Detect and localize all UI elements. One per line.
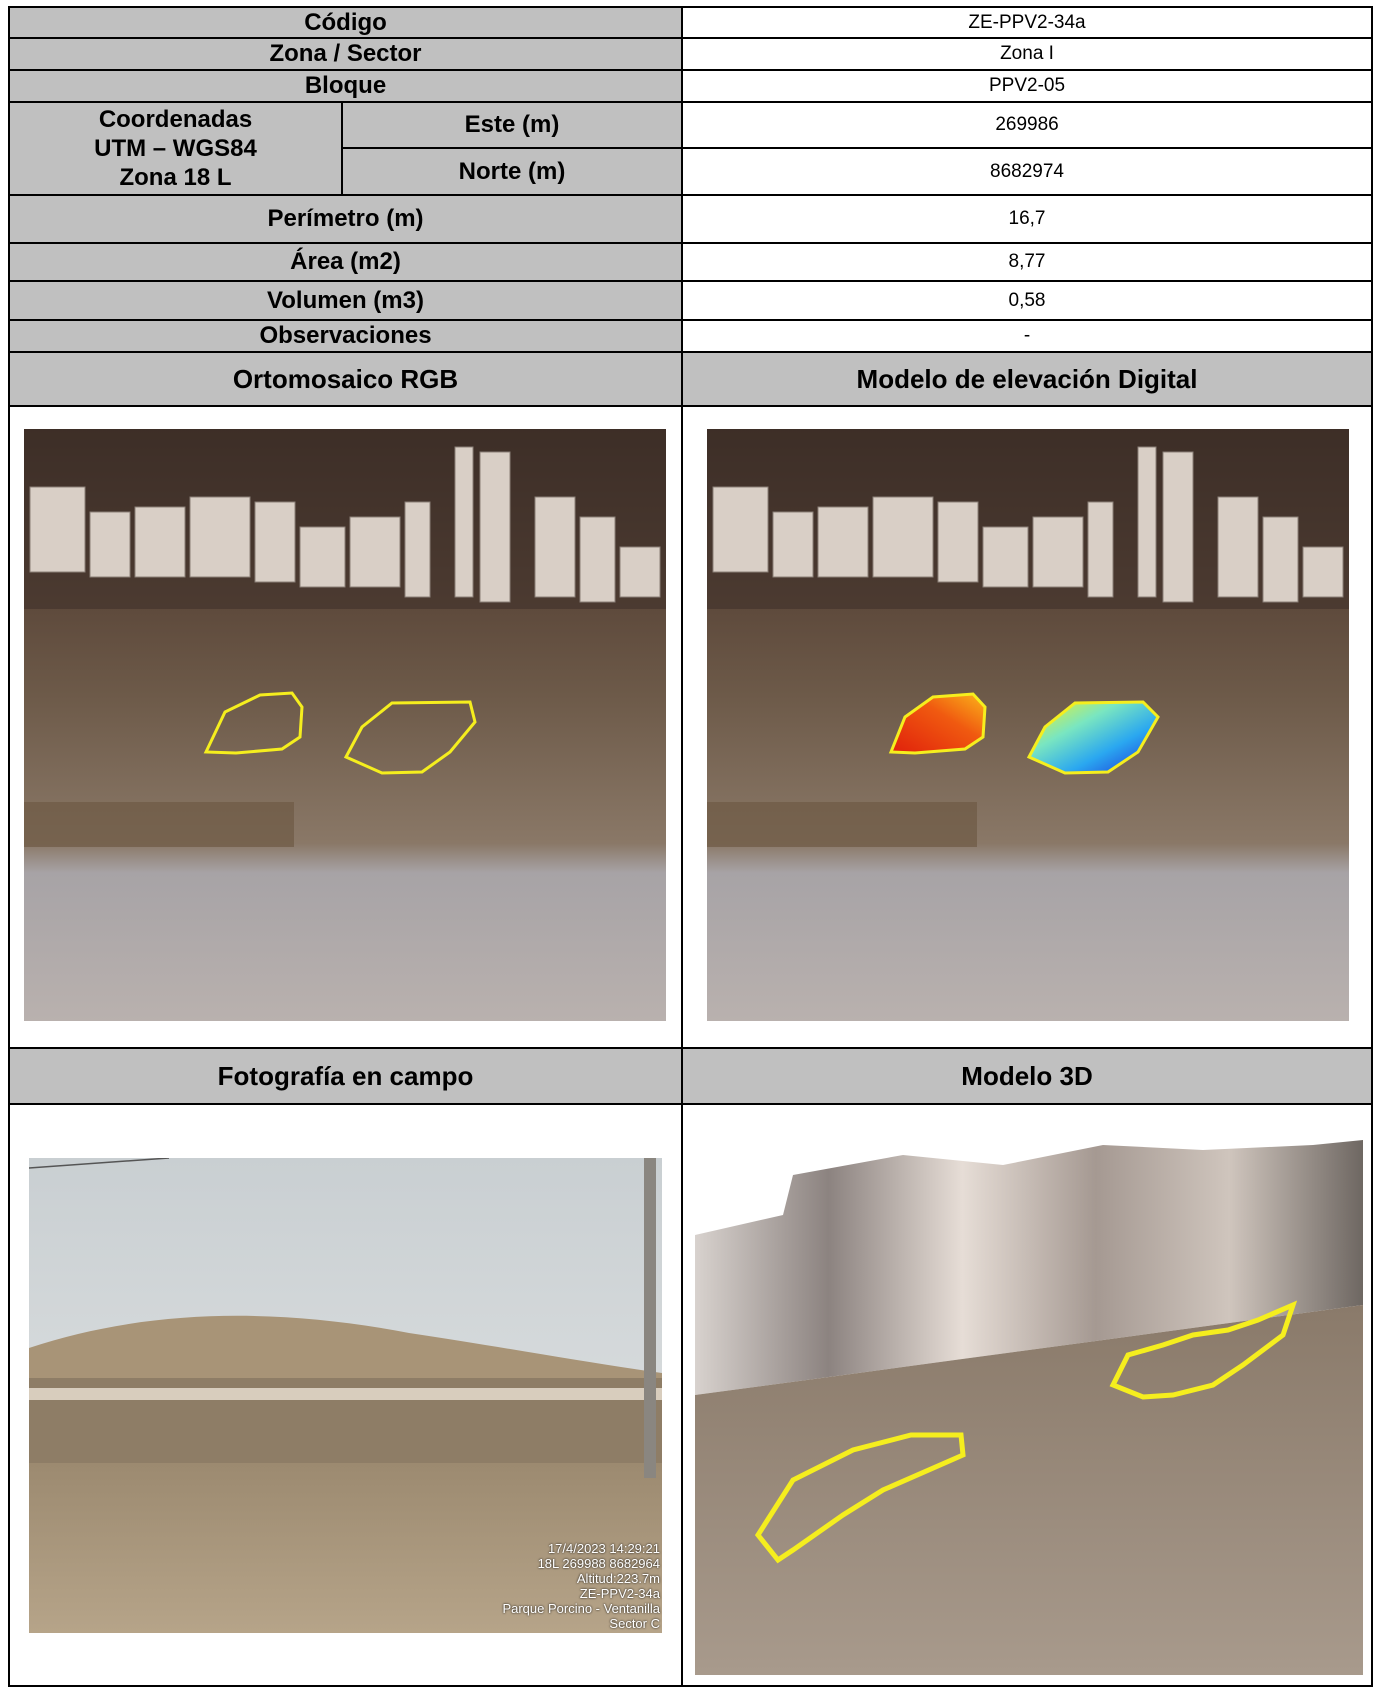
coord-line2: UTM – WGS84 (94, 135, 257, 162)
ortho-polygon-1 (203, 691, 304, 755)
codigo-value: ZE-PPV2-34a (681, 6, 1374, 39)
stamp-location: Parque Porcino - Ventanilla (502, 1600, 660, 1616)
row-bloque: Bloque PPV2-05 (7, 69, 1374, 103)
model3d-cell (681, 1103, 1374, 1687)
ortho-cell (7, 405, 684, 1049)
record-sheet: Código ZE-PPV2-34a Zona / Sector Zona I … (7, 6, 1374, 1687)
stamp-altitude: Altitud:223.7m (576, 1570, 660, 1586)
zona-value: Zona I (681, 37, 1374, 71)
info-table: Código ZE-PPV2-34a Zona / Sector Zona I … (7, 6, 1374, 1687)
norte-value: 8682974 (681, 147, 1374, 196)
row-section-headers-1: Ortomosaico RGB Modelo de elevación Digi… (7, 351, 1374, 407)
area-value: 8,77 (681, 242, 1374, 282)
ortho-polygon-2 (343, 700, 477, 775)
dem-image (707, 429, 1350, 1021)
coord-line1: Coordenadas (98, 106, 253, 133)
model3d-polygon-1 (754, 1432, 966, 1564)
row-perimetro: Perímetro (m) 16,7 (7, 194, 1374, 244)
stamp-code: ZE-PPV2-34a (579, 1585, 660, 1601)
row-este: Coordenadas UTM – WGS84 Zona 18 L Este (… (8, 101, 1374, 196)
dem-polygon-1 (888, 692, 987, 755)
stamp-datetime: 17/4/2023 14:29:21 (547, 1540, 660, 1556)
este-value: 269986 (681, 101, 1374, 149)
coord-line3: Zona 18 L (119, 164, 232, 191)
row-zona: Zona / Sector Zona I (7, 37, 1374, 71)
observaciones-value: - (681, 319, 1374, 353)
este-label: Este (m) (340, 101, 684, 149)
row-observaciones: Observaciones - (7, 319, 1374, 353)
perimetro-label: Perímetro (m) (7, 194, 684, 244)
row-codigo: Código ZE-PPV2-34a (7, 6, 1374, 39)
codigo-label: Código (7, 6, 684, 39)
row-images-2: 17/4/2023 14:29:21 18L 269988 8682964 Al… (7, 1103, 1374, 1687)
model3d-polygon-2 (1109, 1300, 1298, 1400)
row-images-1 (7, 405, 1374, 1049)
norte-label: Norte (m) (340, 147, 684, 196)
field-photo: 17/4/2023 14:29:21 18L 269988 8682964 Al… (29, 1157, 662, 1633)
stamp-sector: Sector C (609, 1615, 660, 1631)
bloque-label: Bloque (7, 69, 684, 103)
ortho-header: Ortomosaico RGB (7, 351, 684, 407)
photo-cell: 17/4/2023 14:29:21 18L 269988 8682964 Al… (7, 1103, 684, 1687)
photo-stamp: 17/4/2023 14:29:21 18L 269988 8682964 Al… (502, 1541, 660, 1631)
model3d-header: Modelo 3D (681, 1047, 1374, 1105)
volumen-label: Volumen (m3) (7, 280, 684, 321)
dem-cell (681, 405, 1374, 1049)
coordinates-label: Coordenadas UTM – WGS84 Zona 18 L (8, 101, 343, 196)
stamp-coords: 18L 269988 8682964 (537, 1555, 660, 1571)
field-photo-image (29, 1157, 662, 1633)
volumen-value: 0,58 (681, 280, 1374, 321)
row-section-headers-2: Fotografía en campo Modelo 3D (7, 1047, 1374, 1105)
area-label: Área (m2) (7, 242, 684, 282)
perimetro-value: 16,7 (681, 194, 1374, 244)
row-area: Área (m2) 8,77 (7, 242, 1374, 282)
observaciones-label: Observaciones (7, 319, 684, 353)
bloque-value: PPV2-05 (681, 69, 1374, 103)
dem-polygon-2 (1026, 700, 1160, 775)
model3d-image (684, 1106, 1371, 1684)
row-volumen: Volumen (m3) 0,58 (7, 280, 1374, 321)
ortho-image (24, 429, 666, 1021)
photo-header: Fotografía en campo (7, 1047, 684, 1105)
zona-label: Zona / Sector (7, 37, 684, 71)
row-norte: Norte (m) 8682974 (9, 147, 1374, 196)
dem-header: Modelo de elevación Digital (681, 351, 1374, 407)
